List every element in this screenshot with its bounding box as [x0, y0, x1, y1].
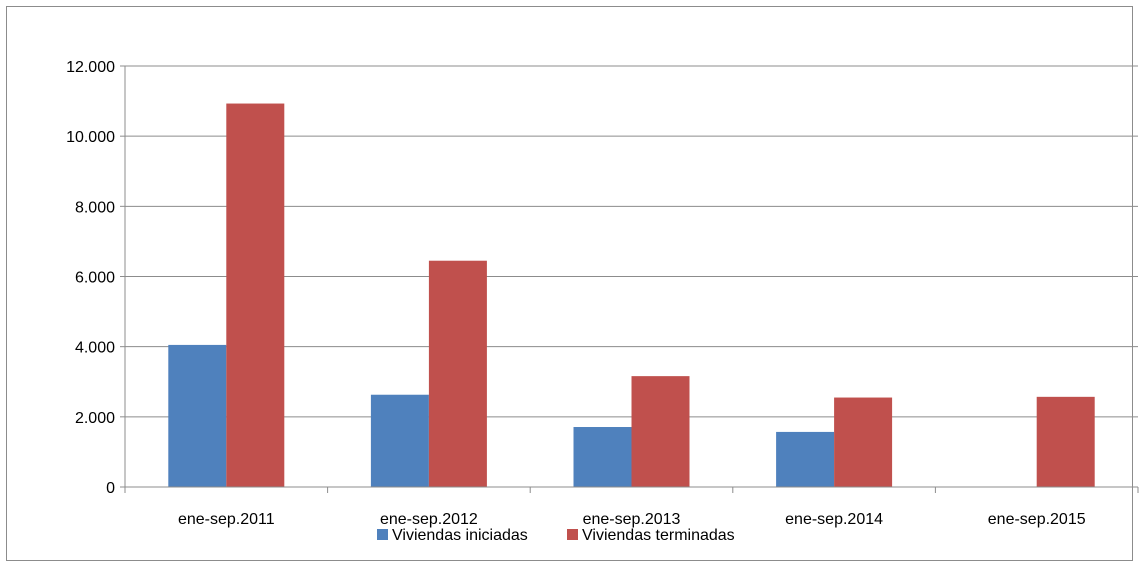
- y-axis-ticks: 0 2.000 4.000 6.000 8.000 10.000 12.000: [66, 59, 115, 497]
- x-axis-ticks: ene-sep.2011 ene-sep.2012 ene-sep.2013 ene-…: [178, 511, 1086, 528]
- y-tick-label: 0: [106, 480, 115, 497]
- x-tick-label: ene-sep.2012: [380, 511, 478, 528]
- x-tick-label: ene-sep.2011: [178, 511, 275, 528]
- legend-label: Viviendas iniciadas: [392, 527, 528, 544]
- x-tick-label: ene-sep.2014: [785, 511, 883, 528]
- gridlines: [125, 65, 1138, 418]
- bar: [1036, 396, 1095, 487]
- bar: [834, 397, 893, 487]
- bar: [631, 376, 690, 487]
- legend-swatch: [567, 529, 578, 540]
- bar: [428, 260, 487, 487]
- bar: [776, 431, 835, 487]
- x-tick-label: ene-sep.2015: [988, 511, 1086, 528]
- axes: [120, 65, 1139, 493]
- legend-swatch: [377, 529, 388, 540]
- y-tick-label: 4.000: [75, 340, 115, 357]
- bar: [168, 344, 227, 487]
- bar: [370, 394, 429, 487]
- y-tick-label: 12.000: [66, 59, 115, 76]
- y-tick-label: 8.000: [75, 199, 115, 216]
- bars: [168, 103, 1095, 487]
- y-tick-label: 6.000: [75, 270, 115, 287]
- y-tick-label: 2.000: [75, 410, 115, 427]
- y-tick-label: 10.000: [66, 129, 115, 146]
- x-tick-label: ene-sep.2013: [583, 511, 681, 528]
- bar: [573, 427, 632, 487]
- bar: [226, 103, 285, 487]
- legend: Viviendas iniciadas Viviendas terminadas: [377, 527, 735, 544]
- legend-label: Viviendas terminadas: [582, 527, 735, 544]
